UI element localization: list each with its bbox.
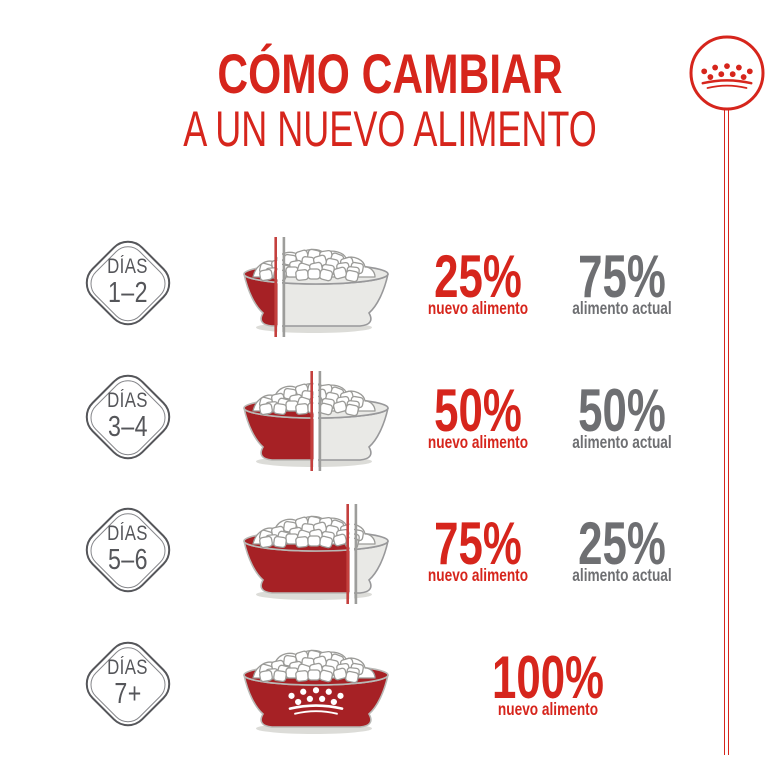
days-label: DÍAS (107, 389, 149, 413)
kibble-bowl-icon-50-50 (236, 368, 396, 484)
kibble-bowl-icon-75-25 (236, 501, 396, 617)
current-food-label: alimento actual (572, 298, 672, 318)
divider-line-gray (354, 504, 358, 604)
divider-line-gray (282, 237, 286, 337)
days-badge: DÍAS 7+ (77, 633, 179, 735)
current-food-percent: 25% (578, 510, 666, 577)
new-food-percent: 25% (434, 243, 522, 310)
days-range: 1–2 (108, 277, 148, 310)
kibble-bowl-icon-25-75 (236, 234, 396, 350)
current-food-label: alimento actual (572, 565, 672, 585)
current-food-percent: 75% (578, 243, 666, 310)
divider-line-gray (318, 371, 322, 471)
new-food-label: nuevo alimento (497, 699, 599, 719)
new-food-percent: 100% (491, 644, 605, 711)
divider-line-red (274, 237, 277, 337)
days-range: 3–4 (108, 411, 148, 444)
divider-line-red (310, 371, 313, 471)
days-badge: DÍAS 5–6 (77, 499, 179, 601)
new-food-label: nuevo alimento (427, 432, 529, 452)
page-subtitle: A UN NUEVO ALIMENTO (183, 101, 597, 157)
days-label: DÍAS (107, 522, 149, 546)
new-food-percent: 75% (434, 510, 522, 577)
kibble-bowl-icon-100 (236, 635, 396, 751)
days-label: DÍAS (107, 255, 149, 279)
days-range: 7+ (114, 678, 142, 711)
days-label: DÍAS (107, 656, 149, 680)
current-food-label: alimento actual (572, 432, 672, 452)
days-range: 5–6 (108, 544, 148, 577)
current-food-percent: 50% (578, 377, 666, 444)
new-food-label: nuevo alimento (427, 298, 529, 318)
page-title: CÓMO CAMBIAR (217, 42, 563, 105)
new-food-percent: 50% (434, 377, 522, 444)
brand-vertical-line (724, 109, 729, 755)
royal-canin-crown-logo-icon (689, 35, 765, 111)
days-badge: DÍAS 1–2 (77, 232, 179, 334)
divider-line-red (346, 504, 349, 604)
days-badge: DÍAS 3–4 (77, 366, 179, 468)
new-food-label: nuevo alimento (427, 565, 529, 585)
